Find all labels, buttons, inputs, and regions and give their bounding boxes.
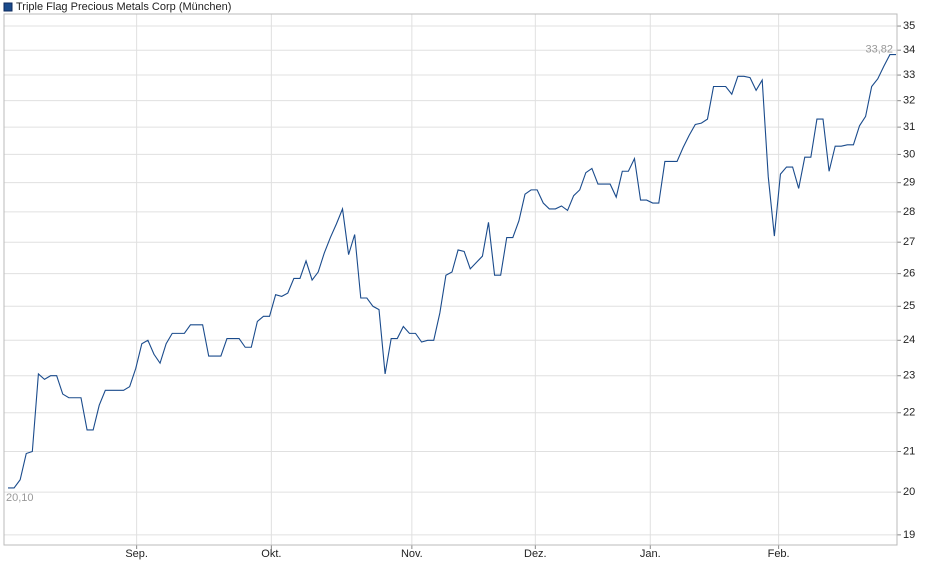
y-tick-label: 31 — [903, 121, 915, 133]
y-tick-label: 24 — [903, 334, 915, 346]
legend-swatch — [3, 2, 13, 12]
y-tick-label: 35 — [903, 20, 915, 32]
x-tick-label: Okt. — [261, 548, 281, 560]
y-tick-label: 32 — [903, 95, 915, 107]
value-label: 20,10 — [6, 492, 34, 504]
plot-frame — [3, 13, 898, 546]
y-tick-label: 21 — [903, 445, 915, 457]
y-tick-label: 28 — [903, 206, 915, 218]
y-tick-label: 19 — [903, 529, 915, 541]
x-tick-label: Dez. — [524, 548, 547, 560]
y-tick-label: 26 — [903, 268, 915, 280]
y-tick-label: 23 — [903, 370, 915, 382]
legend-label: Triple Flag Precious Metals Corp (Münche… — [16, 1, 231, 13]
y-tick-label: 22 — [903, 407, 915, 419]
y-tick-label: 30 — [903, 148, 915, 160]
y-tick-label: 33 — [903, 69, 915, 81]
x-tick-label: Nov. — [401, 548, 423, 560]
x-tick-label: Jan. — [640, 548, 661, 560]
y-tick-label: 27 — [903, 236, 915, 248]
value-label: 33,82 — [865, 44, 893, 56]
x-tick-label: Feb. — [768, 548, 790, 560]
price-line — [8, 54, 896, 489]
y-tick-label: 20 — [903, 486, 915, 498]
y-tick-label: 34 — [903, 44, 915, 56]
plot-area — [4, 14, 897, 545]
y-tick-label: 25 — [903, 300, 915, 312]
y-tick-label: 29 — [903, 177, 915, 189]
x-tick-label: Sep. — [125, 548, 148, 560]
